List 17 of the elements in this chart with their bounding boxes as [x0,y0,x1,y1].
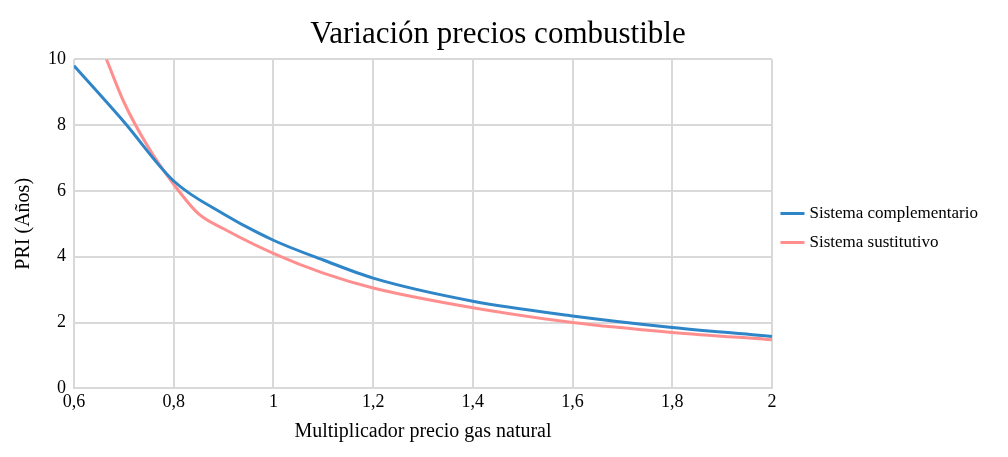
chart-title: Variación precios combustible [310,14,686,50]
x-tick-label: 1,2 [361,390,385,411]
legend-label: Sistema complementario [809,202,979,222]
x-tick-label: 1,4 [461,390,485,411]
y-tick-label: 2 [57,311,66,332]
y-tick-label: 6 [57,179,66,200]
x-axis-title: Multiplicador precio gas natural [294,419,552,443]
y-axis-title: PRI (Años) [11,177,35,270]
x-tick-label: 1,6 [561,390,584,411]
y-tick-label: 4 [57,245,66,266]
y-tick-label: 10 [48,47,66,68]
x-tick-label: 1,8 [661,390,684,411]
x-tick-label: 0,8 [162,390,185,411]
legend-label: Sistema sustitutivo [809,231,939,251]
x-tick-label: 2 [767,390,777,411]
y-tick-label: 8 [57,113,66,134]
x-tick-label: 1 [268,390,278,411]
